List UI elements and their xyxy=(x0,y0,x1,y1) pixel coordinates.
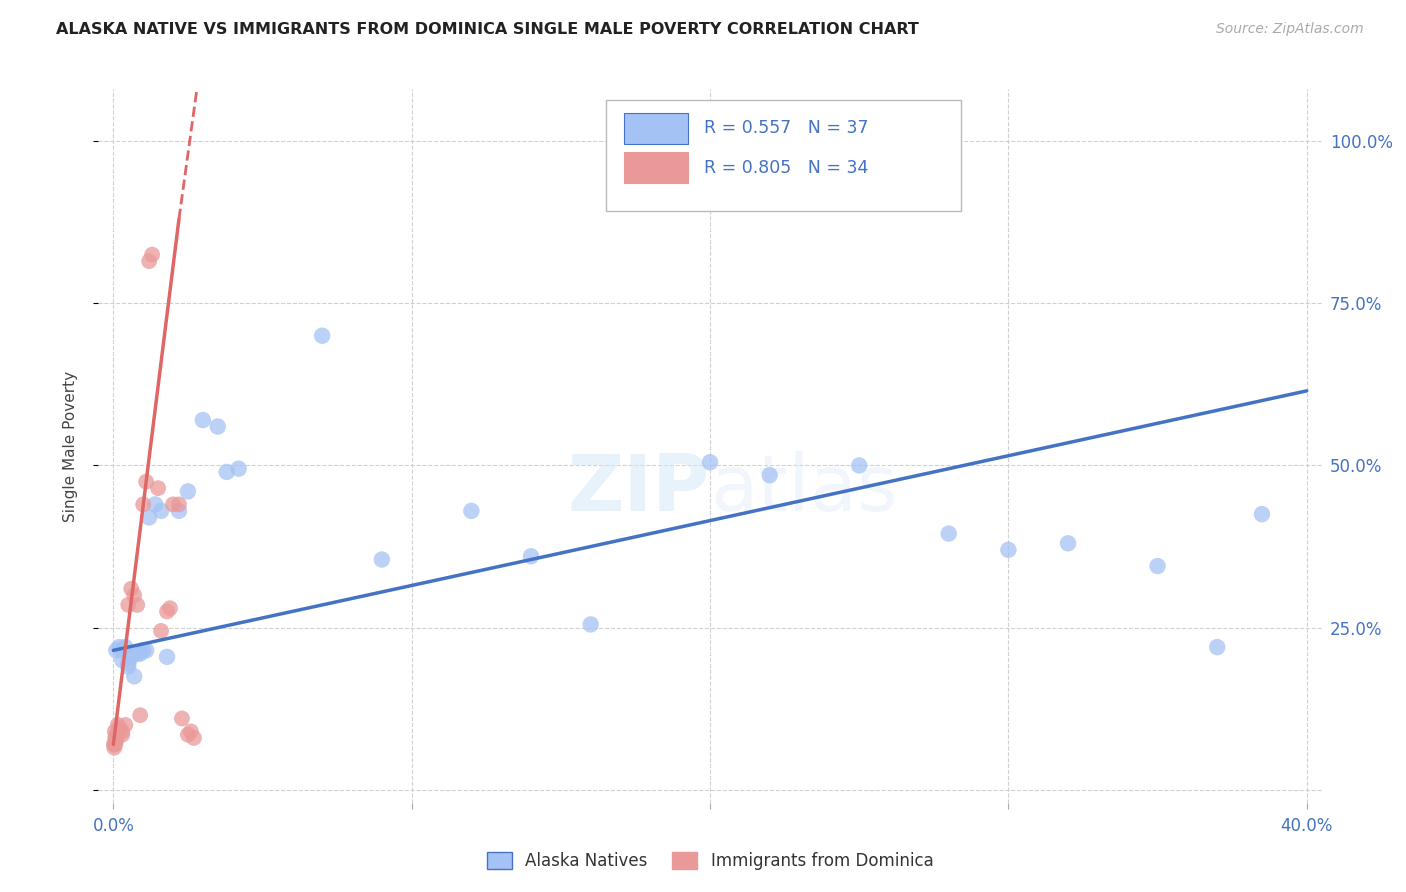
Point xyxy=(1251,507,1274,521)
Point xyxy=(138,510,160,524)
Point xyxy=(520,549,543,564)
Point xyxy=(132,643,155,657)
Point xyxy=(138,254,160,268)
Point xyxy=(167,504,190,518)
Point xyxy=(107,718,129,732)
Point xyxy=(146,481,169,495)
Point xyxy=(938,526,960,541)
Point xyxy=(180,724,202,739)
Point xyxy=(311,328,333,343)
Point xyxy=(1146,559,1168,574)
Point xyxy=(1057,536,1080,550)
Point xyxy=(132,497,155,511)
Point xyxy=(997,542,1019,557)
Legend: Alaska Natives, Immigrants from Dominica: Alaska Natives, Immigrants from Dominica xyxy=(479,845,941,877)
Point xyxy=(228,461,250,475)
Point xyxy=(122,588,145,602)
Point xyxy=(104,724,127,739)
Point xyxy=(183,731,205,745)
Point xyxy=(105,731,128,745)
Point xyxy=(108,640,131,654)
Point xyxy=(105,728,128,742)
Point xyxy=(129,708,152,723)
FancyBboxPatch shape xyxy=(606,100,960,211)
Point xyxy=(104,731,127,745)
Point xyxy=(1206,640,1229,654)
FancyBboxPatch shape xyxy=(624,152,688,184)
Point xyxy=(150,624,173,638)
Point xyxy=(127,647,149,661)
Point xyxy=(105,643,128,657)
Point xyxy=(579,617,602,632)
Point xyxy=(170,711,193,725)
Point xyxy=(215,465,238,479)
Point xyxy=(141,247,163,261)
Point xyxy=(103,738,125,752)
Point xyxy=(120,649,142,664)
Point xyxy=(135,643,157,657)
Point xyxy=(460,504,482,518)
Text: atlas: atlas xyxy=(710,450,897,527)
Point xyxy=(111,653,134,667)
Point xyxy=(143,497,166,511)
Point xyxy=(120,582,142,596)
Point xyxy=(191,413,214,427)
Point xyxy=(111,643,134,657)
Text: Source: ZipAtlas.com: Source: ZipAtlas.com xyxy=(1216,22,1364,37)
Point xyxy=(114,640,136,654)
Point xyxy=(104,734,127,748)
Point xyxy=(167,497,190,511)
Point xyxy=(371,552,394,566)
Point xyxy=(156,649,179,664)
Point xyxy=(117,598,139,612)
Point xyxy=(135,475,157,489)
Point xyxy=(108,721,131,735)
Point xyxy=(150,504,173,518)
Point xyxy=(104,738,127,752)
Point xyxy=(848,458,870,473)
FancyBboxPatch shape xyxy=(624,112,688,145)
Point xyxy=(111,724,134,739)
Point xyxy=(127,598,149,612)
Point xyxy=(156,604,179,618)
Text: ALASKA NATIVE VS IMMIGRANTS FROM DOMINICA SINGLE MALE POVERTY CORRELATION CHART: ALASKA NATIVE VS IMMIGRANTS FROM DOMINIC… xyxy=(56,22,920,37)
Point xyxy=(162,497,184,511)
Y-axis label: Single Male Poverty: Single Male Poverty xyxy=(63,370,77,522)
Text: R = 0.805   N = 34: R = 0.805 N = 34 xyxy=(704,159,869,177)
Point xyxy=(103,738,125,752)
Text: ZIP: ZIP xyxy=(568,450,710,527)
Point xyxy=(758,468,780,483)
Point xyxy=(111,728,134,742)
Point xyxy=(699,455,721,469)
Point xyxy=(103,740,125,755)
Point xyxy=(114,718,136,732)
Point xyxy=(117,657,139,671)
Point xyxy=(177,484,200,499)
Point xyxy=(159,601,181,615)
Point xyxy=(129,647,152,661)
Point xyxy=(108,724,131,739)
Point xyxy=(177,728,200,742)
Point xyxy=(207,419,229,434)
Point xyxy=(117,659,139,673)
Point xyxy=(122,669,145,683)
Text: R = 0.557   N = 37: R = 0.557 N = 37 xyxy=(704,119,869,136)
